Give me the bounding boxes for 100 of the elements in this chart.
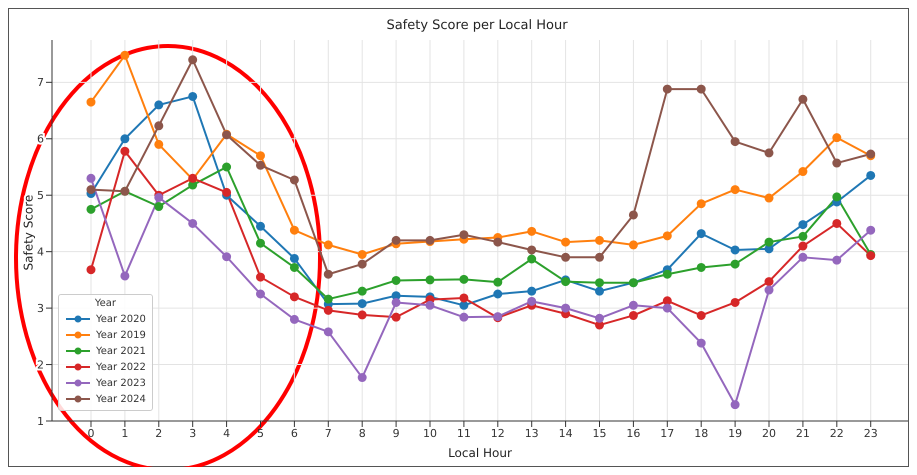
point bbox=[222, 252, 232, 262]
point bbox=[696, 310, 706, 320]
point bbox=[696, 338, 706, 348]
point bbox=[222, 188, 232, 197]
legend-title: Year bbox=[94, 298, 117, 309]
point bbox=[798, 242, 808, 251]
x-tick-label: 14 bbox=[558, 426, 573, 440]
x-tick-label: 4 bbox=[223, 426, 230, 440]
point bbox=[188, 92, 198, 101]
point bbox=[527, 245, 536, 254]
point bbox=[696, 229, 706, 238]
x-tick-label: 0 bbox=[87, 426, 94, 440]
point bbox=[120, 146, 130, 156]
point bbox=[324, 270, 333, 279]
point bbox=[86, 265, 96, 274]
point bbox=[459, 230, 468, 240]
point bbox=[764, 238, 774, 247]
point bbox=[696, 199, 706, 208]
point bbox=[798, 232, 808, 241]
x-tick-label: 22 bbox=[830, 426, 844, 440]
point bbox=[459, 274, 468, 284]
point bbox=[662, 270, 672, 279]
point bbox=[154, 140, 164, 149]
legend-label: Year 2021 bbox=[96, 346, 146, 356]
point bbox=[493, 278, 502, 287]
point bbox=[324, 327, 333, 336]
point bbox=[290, 314, 299, 324]
point bbox=[730, 245, 740, 254]
y-tick-label: 3 bbox=[37, 302, 44, 316]
point bbox=[256, 238, 265, 248]
chart-title: Safety Score per Local Hour bbox=[385, 18, 569, 33]
point bbox=[459, 312, 468, 322]
x-axis-title: Local Hour bbox=[448, 446, 512, 460]
point bbox=[696, 262, 706, 272]
point bbox=[866, 226, 876, 235]
y-tick-label: 1 bbox=[37, 414, 44, 428]
point bbox=[86, 185, 96, 194]
x-tick-label: 2 bbox=[155, 426, 162, 440]
x-tick-label: 16 bbox=[626, 426, 640, 440]
point bbox=[730, 260, 740, 269]
x-tick-label: 21 bbox=[796, 426, 810, 440]
point bbox=[595, 286, 604, 296]
point bbox=[595, 278, 604, 288]
point bbox=[764, 194, 774, 203]
point bbox=[256, 272, 265, 282]
legend-label: Year 2024 bbox=[96, 394, 146, 404]
point bbox=[764, 277, 774, 286]
point bbox=[628, 310, 638, 320]
point bbox=[730, 298, 740, 307]
point bbox=[358, 299, 367, 308]
point bbox=[628, 210, 638, 220]
x-tick-label: 13 bbox=[524, 426, 539, 440]
point bbox=[120, 271, 130, 280]
point bbox=[290, 226, 299, 235]
x-tick-label: 23 bbox=[864, 426, 878, 440]
point bbox=[561, 252, 570, 262]
point bbox=[832, 158, 842, 168]
x-tick-label: 12 bbox=[490, 426, 505, 440]
point bbox=[832, 218, 842, 228]
point bbox=[662, 296, 672, 306]
point bbox=[154, 100, 164, 110]
point bbox=[628, 240, 638, 250]
x-tick-label: 6 bbox=[290, 426, 298, 440]
point bbox=[798, 167, 808, 176]
point bbox=[154, 121, 164, 130]
point bbox=[358, 310, 367, 320]
point bbox=[290, 254, 299, 263]
point bbox=[86, 204, 96, 214]
point bbox=[392, 276, 401, 285]
point bbox=[595, 252, 604, 262]
x-tick-label: 8 bbox=[358, 426, 366, 440]
point bbox=[324, 240, 333, 250]
point bbox=[798, 220, 808, 230]
point bbox=[527, 226, 536, 236]
point bbox=[120, 134, 130, 144]
x-tick-label: 5 bbox=[256, 426, 264, 440]
point bbox=[392, 236, 401, 245]
x-tick-label: 1 bbox=[121, 426, 128, 440]
point bbox=[493, 238, 502, 247]
x-tick-label: 3 bbox=[189, 426, 196, 440]
x-tick-label: 10 bbox=[422, 426, 437, 440]
x-tick-label: 19 bbox=[728, 426, 742, 440]
point bbox=[256, 151, 265, 160]
point bbox=[324, 306, 333, 315]
point bbox=[358, 250, 367, 259]
point bbox=[662, 231, 672, 240]
point bbox=[561, 238, 570, 247]
point bbox=[222, 162, 232, 172]
point bbox=[730, 137, 740, 146]
y-tick-label: 5 bbox=[37, 189, 44, 202]
point bbox=[561, 304, 570, 313]
point bbox=[290, 175, 299, 184]
point bbox=[324, 294, 333, 304]
y-axis-title: Safety Score bbox=[21, 194, 36, 270]
x-tick-label: 18 bbox=[694, 426, 708, 440]
point bbox=[425, 275, 434, 284]
point bbox=[764, 148, 774, 158]
point bbox=[696, 84, 706, 94]
point bbox=[527, 254, 536, 264]
point bbox=[120, 50, 130, 60]
